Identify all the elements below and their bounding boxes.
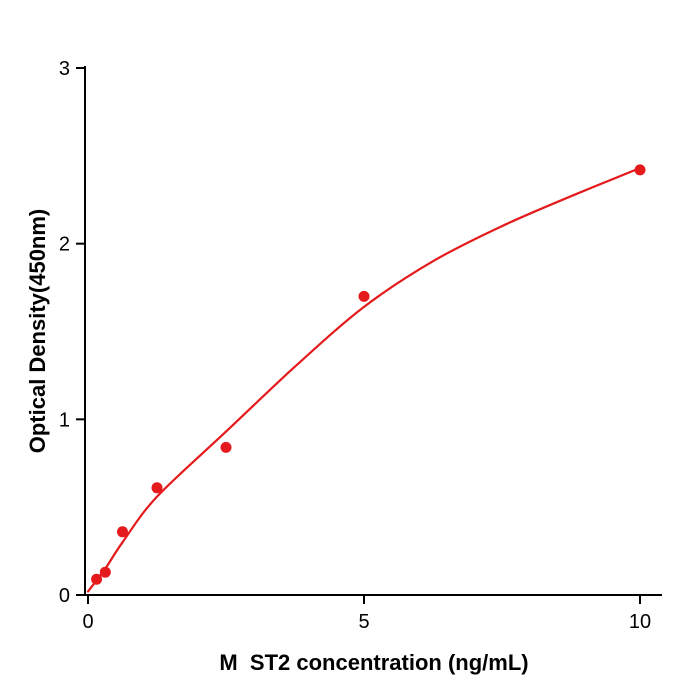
y-tick-label: 2 bbox=[59, 234, 70, 256]
y-tick-label: 0 bbox=[59, 585, 70, 607]
x-tick-label: 0 bbox=[82, 611, 93, 633]
x-axis-title: M ST2 concentration (ng/mL) bbox=[219, 650, 528, 675]
data-point bbox=[220, 441, 232, 453]
y-tick-label: 3 bbox=[59, 58, 70, 80]
data-point bbox=[634, 164, 646, 176]
data-point bbox=[358, 290, 370, 302]
y-axis-title: Optical Density(450nm) bbox=[25, 209, 50, 454]
y-tick-label: 1 bbox=[59, 409, 70, 431]
data-point bbox=[91, 573, 103, 585]
fit-curve bbox=[86, 167, 642, 593]
data-point bbox=[99, 566, 111, 578]
data-point bbox=[151, 482, 163, 494]
data-point bbox=[117, 526, 128, 538]
plot-layer: 0 5 10 0 1 2 3 bbox=[59, 58, 662, 633]
x-tick-label: 5 bbox=[358, 611, 369, 633]
x-tick-label: 10 bbox=[629, 611, 651, 633]
